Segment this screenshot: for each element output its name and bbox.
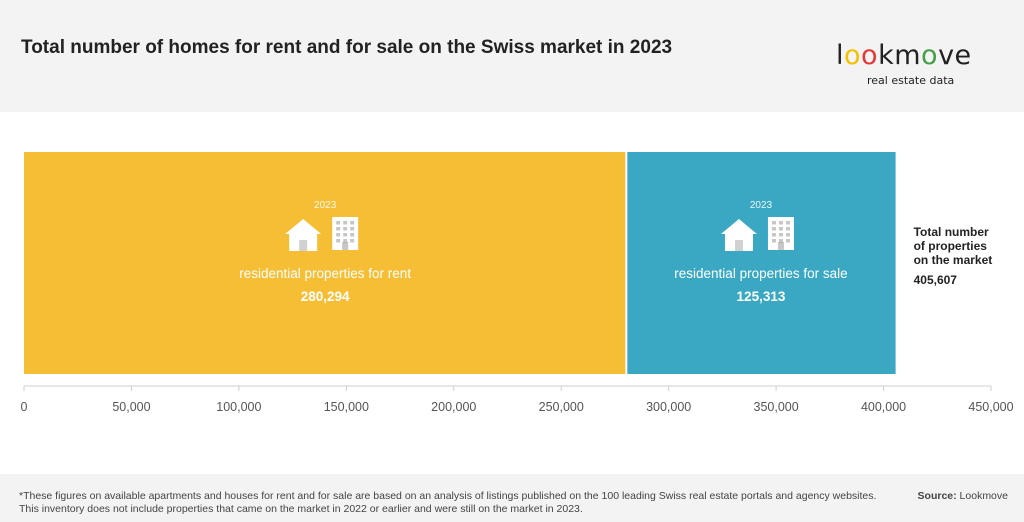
building-window (785, 233, 790, 237)
logo-letter: k (878, 40, 895, 71)
building-window (778, 239, 783, 243)
logo-letter: e (954, 40, 972, 71)
logo-letter: o (861, 40, 879, 71)
x-tick-label: 100,000 (216, 400, 261, 414)
x-tick-label: 300,000 (646, 400, 691, 414)
building-window (785, 227, 790, 231)
total-value: 405,607 (914, 273, 958, 287)
lookmove-logo: lookmove real estate data (836, 40, 996, 90)
source-value: Lookmove (959, 490, 1008, 502)
segment-value-label: 280,294 (301, 289, 350, 304)
building-window (785, 239, 790, 243)
house-shape (285, 219, 322, 251)
building-window (336, 221, 341, 225)
logo-letter: o (844, 40, 862, 71)
bar-segment (626, 152, 896, 374)
apartment-building-icon (767, 217, 794, 250)
segment-series-label: residential properties for sale (674, 266, 847, 281)
x-tick-label: 400,000 (861, 400, 906, 414)
total-label: on the market (914, 253, 993, 267)
house-shape (720, 219, 757, 251)
footer: *These figures on available apartments a… (0, 474, 1024, 522)
building-window (778, 233, 783, 237)
x-tick-label: 350,000 (754, 400, 799, 414)
header: Total number of homes for rent and for s… (0, 0, 1024, 112)
logo-letter: o (921, 40, 939, 71)
logo-letter: m (894, 40, 922, 71)
house-icon (285, 219, 322, 251)
source-credit: Source: Lookmove (918, 490, 1008, 502)
building-window (350, 221, 355, 225)
x-tick-label: 50,000 (112, 400, 150, 414)
building-window (771, 233, 776, 237)
apartment-building-icon (332, 217, 359, 250)
segment-year-label: 2023 (314, 200, 337, 211)
footnote: *These figures on available apartments a… (19, 490, 877, 515)
building-window (343, 233, 348, 237)
building-shape (332, 217, 359, 250)
x-tick-label: 200,000 (431, 400, 476, 414)
building-window (350, 233, 355, 237)
x-tick-label: 0 (21, 400, 28, 414)
building-window (336, 227, 341, 231)
building-window (778, 221, 783, 225)
segment-year-label: 2023 (750, 200, 773, 211)
building-window (343, 227, 348, 231)
building-window (336, 239, 341, 243)
building-window (771, 239, 776, 243)
building-window (771, 221, 776, 225)
segment-value-label: 125,313 (737, 289, 786, 304)
stacked-bar-chart: 2023 residential properties for rent 280,2… (21, 152, 1014, 414)
building-window (343, 221, 348, 225)
building-door (342, 242, 349, 250)
building-window (771, 227, 776, 231)
segment-series-label: residential properties for rent (239, 266, 411, 281)
logo-tagline: real estate data (867, 74, 955, 87)
building-door (777, 242, 784, 250)
x-tick-label: 250,000 (539, 400, 584, 414)
building-window (778, 227, 783, 231)
building-shape (767, 217, 794, 250)
logo-letter: v (938, 40, 955, 71)
building-window (350, 239, 355, 243)
x-tick-label: 150,000 (324, 400, 369, 414)
x-tick-label: 450,000 (968, 400, 1013, 414)
logo-letter: l (836, 40, 845, 71)
total-label: Total number (914, 225, 989, 239)
house-door (299, 240, 308, 251)
building-window (785, 221, 790, 225)
building-window (343, 239, 348, 243)
chart-title: Total number of homes for rent and for s… (21, 37, 673, 58)
house-icon (720, 219, 757, 251)
house-door (734, 240, 743, 251)
building-window (336, 233, 341, 237)
total-label: of properties (914, 239, 988, 253)
logo-wordmark: lookmove (836, 40, 972, 71)
bar-segment (24, 152, 627, 374)
building-window (350, 227, 355, 231)
source-label: Source: (917, 490, 957, 502)
